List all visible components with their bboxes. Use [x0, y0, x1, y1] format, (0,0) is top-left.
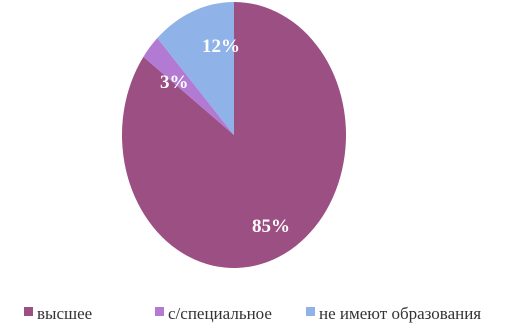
legend-label-1: высшее — [37, 304, 92, 323]
legend: высшее с/специальное не имеют образования — [24, 304, 481, 323]
slice-label-3: 12% — [202, 36, 240, 57]
legend-swatch-1 — [24, 307, 33, 316]
pie-data-labels: 85% 3% 12% — [160, 36, 290, 237]
legend-swatch-3 — [306, 307, 315, 316]
slice-label-1: 85% — [252, 216, 290, 237]
pie-slices — [121, 2, 346, 268]
slice-label-2: 3% — [160, 72, 189, 93]
legend-label-2: с/специальное — [168, 304, 272, 323]
pie-slice-2 — [143, 38, 234, 135]
legend-label-3: не имеют образования — [319, 304, 481, 323]
legend-swatch-2 — [155, 307, 164, 316]
pie-slice-3 — [157, 2, 234, 135]
